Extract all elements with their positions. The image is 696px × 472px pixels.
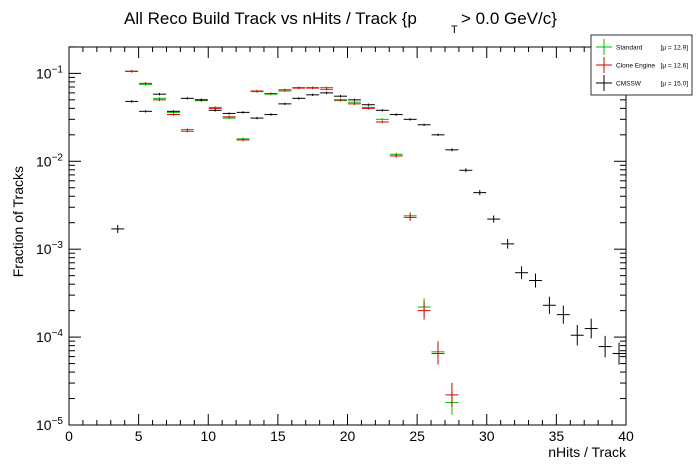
x-axis-ticks: 0 5 10 15 20 25 30 35 40 (65, 47, 634, 444)
series-cmssw (111, 91, 626, 365)
data-point (459, 168, 473, 173)
data-point (403, 118, 417, 121)
data-point (598, 335, 612, 358)
data-point (417, 123, 431, 127)
y-tick-label: 10−2 (36, 152, 63, 169)
data-point (501, 239, 515, 249)
data-point (180, 129, 194, 133)
data-point (111, 224, 125, 233)
data-point (334, 94, 347, 98)
data-point (389, 113, 403, 116)
x-tick-label: 30 (479, 428, 495, 444)
legend: Standard [μ = 12.9] Clone Engine [μ = 12.6]… (590, 34, 693, 96)
y-tick-label: 10−5 (36, 416, 63, 433)
y-tick-label: 10−4 (36, 328, 63, 345)
data-point (306, 93, 320, 97)
x-tick-label: 40 (618, 428, 634, 444)
chart-title: All Reco Build Track vs nHits / Track {p (124, 9, 417, 28)
data-point (375, 120, 389, 124)
data-point (320, 91, 334, 95)
data-point (264, 92, 278, 95)
data-point (612, 342, 626, 365)
data-point (153, 92, 166, 96)
data-point (222, 112, 236, 115)
x-tick-label: 25 (409, 428, 425, 444)
legend-stat: [μ = 15.0] (661, 81, 689, 88)
data-point (250, 116, 264, 120)
data-point (542, 296, 556, 314)
data-point (166, 113, 180, 116)
legend-entry: Clone Engine [μ = 12.6] (596, 57, 688, 73)
data-point (348, 98, 361, 102)
legend-label: CMSSW (616, 81, 642, 88)
series-standard (125, 70, 459, 415)
data-point (361, 103, 375, 106)
x-tick-label: 20 (340, 428, 356, 444)
y-axis-label: Fraction of Tracks (10, 166, 26, 277)
data-point (487, 215, 501, 223)
x-tick-label: 35 (549, 428, 565, 444)
data-point (375, 118, 389, 121)
legend-stat: [μ = 12.9] (661, 45, 689, 52)
data-point (334, 98, 347, 102)
y-tick-label: 10−3 (36, 240, 63, 257)
data-point (292, 86, 306, 90)
x-tick-label: 15 (270, 428, 286, 444)
legend-stat: [μ = 12.6] (661, 63, 689, 70)
data-point (153, 98, 166, 102)
plot-frame (68, 46, 627, 426)
chart-title-main: All Reco Build Track vs nHits / Track {p (124, 9, 417, 28)
data-point (139, 82, 153, 85)
data-point (375, 109, 389, 112)
data-point (529, 273, 542, 288)
data-point (264, 113, 278, 116)
data-point (320, 88, 334, 91)
data-point (473, 190, 487, 196)
data-point (417, 301, 431, 320)
data-point (250, 89, 264, 93)
data-point (445, 148, 459, 152)
data-point (584, 318, 598, 339)
x-tick-label: 0 (65, 428, 73, 444)
legend-label: Standard (616, 45, 643, 52)
series-clone-engine (125, 69, 459, 407)
data-point (403, 213, 417, 221)
data-point (222, 115, 236, 119)
data-point (208, 109, 222, 112)
data-point (431, 342, 445, 365)
chart-title-end: > 0.0 GeV/c} (461, 9, 557, 28)
legend-entry: CMSSW [μ = 15.0] (596, 75, 688, 91)
data-point (431, 133, 445, 137)
y-axis-ticks: 10−1 10−2 10−3 10−4 10−5 (36, 46, 626, 433)
data-point (278, 102, 292, 106)
data-point (445, 382, 459, 407)
data-point (278, 88, 292, 92)
data-point (515, 266, 529, 280)
data-point (306, 86, 320, 90)
legend-label: Clone Engine (616, 63, 655, 70)
x-tick-label: 5 (135, 428, 143, 444)
data-point (348, 102, 361, 106)
data-point (236, 138, 250, 142)
data-point (166, 110, 180, 113)
data-point (236, 111, 250, 114)
data-point (180, 97, 194, 100)
x-axis-label: nHits / Track (548, 444, 627, 460)
data-point (139, 110, 153, 113)
chart-title-subscript: T (451, 24, 458, 36)
y-tick-label: 10−1 (36, 64, 63, 81)
series-layer (111, 69, 626, 415)
data-point (570, 324, 584, 346)
data-point (125, 69, 139, 73)
data-point (194, 98, 208, 102)
data-point (292, 97, 306, 100)
data-point (125, 100, 139, 103)
data-point (556, 305, 570, 324)
data-point (389, 154, 403, 158)
data-point (361, 107, 375, 110)
x-tick-label: 10 (200, 428, 216, 444)
legend-entry: Standard [μ = 12.9] (596, 39, 688, 55)
